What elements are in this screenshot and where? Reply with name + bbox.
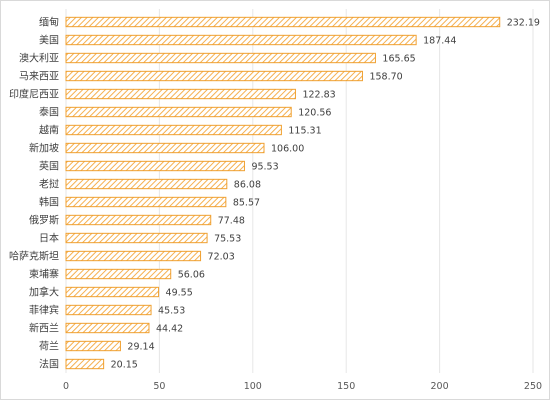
category-label: 新加坡	[29, 142, 59, 155]
grid-layer	[65, 9, 534, 373]
value-label: 45.53	[158, 306, 185, 317]
bar	[65, 322, 150, 334]
category-label: 泰国	[39, 106, 59, 119]
bar	[65, 304, 152, 316]
category-label: 加拿大	[29, 286, 59, 299]
category-label: 柬埔寨	[29, 268, 59, 281]
bar	[65, 268, 172, 280]
category-label: 老挝	[39, 178, 59, 191]
bar	[65, 178, 228, 190]
category-label: 马来西亚	[19, 71, 59, 83]
bar	[65, 340, 121, 352]
bar	[65, 142, 265, 154]
category-label: 荷兰	[39, 340, 59, 353]
x-tick-label: 0	[63, 381, 69, 392]
value-label: 56.06	[178, 270, 205, 281]
value-label: 95.53	[251, 162, 278, 173]
category-label: 哈萨克斯坦	[9, 250, 59, 263]
value-label: 122.83	[302, 90, 335, 101]
category-label: 越南	[39, 124, 59, 137]
value-label: 165.65	[382, 54, 415, 65]
value-label: 158.70	[369, 72, 402, 83]
bar	[65, 34, 417, 46]
value-label: 115.31	[288, 126, 321, 137]
bar	[65, 88, 296, 100]
category-label: 法国	[39, 358, 59, 371]
category-label: 菲律宾	[29, 304, 59, 317]
category-label: 英国	[39, 160, 59, 173]
category-label: 俄罗斯	[29, 214, 59, 227]
bar	[65, 52, 376, 64]
bar	[65, 160, 245, 172]
bar	[65, 286, 160, 298]
x-tick-label: 150	[337, 381, 355, 392]
bar	[65, 250, 202, 262]
category-label: 韩国	[39, 196, 59, 209]
value-label: 85.57	[233, 198, 260, 209]
category-label: 澳大利亚	[19, 52, 59, 65]
value-label: 44.42	[156, 324, 183, 335]
bar	[65, 16, 501, 28]
bar	[65, 70, 363, 82]
value-label: 72.03	[208, 252, 235, 263]
x-tick-label: 250	[524, 381, 542, 392]
x-tick-label: 50	[153, 381, 165, 392]
x-tick-label: 200	[431, 381, 449, 392]
x-tick-label: 100	[244, 381, 262, 392]
value-label: 120.56	[298, 108, 331, 119]
bar	[65, 232, 208, 244]
value-label: 77.48	[218, 216, 245, 227]
category-label: 日本	[39, 232, 59, 245]
category-label: 新西兰	[29, 322, 59, 335]
category-label: 印度尼西亚	[9, 88, 59, 101]
value-label: 49.55	[166, 288, 193, 299]
value-label: 232.19	[507, 18, 540, 29]
bar	[65, 124, 282, 136]
category-label: 美国	[39, 34, 59, 47]
label-layer: 0 50 100 150 200 250 缅甸 232.19 美国 187.44 澳大利亚 165.6…	[9, 16, 542, 393]
value-label: 29.14	[127, 342, 154, 353]
bar-layer	[65, 16, 501, 370]
value-label: 75.53	[214, 234, 241, 245]
bar	[65, 196, 227, 208]
value-label: 187.44	[423, 36, 456, 47]
value-label: 20.15	[111, 360, 138, 371]
bar	[65, 214, 212, 226]
value-label: 106.00	[271, 144, 304, 155]
category-label: 缅甸	[39, 16, 59, 29]
value-label: 86.08	[234, 180, 261, 191]
bar	[65, 106, 292, 118]
bar	[65, 358, 105, 370]
